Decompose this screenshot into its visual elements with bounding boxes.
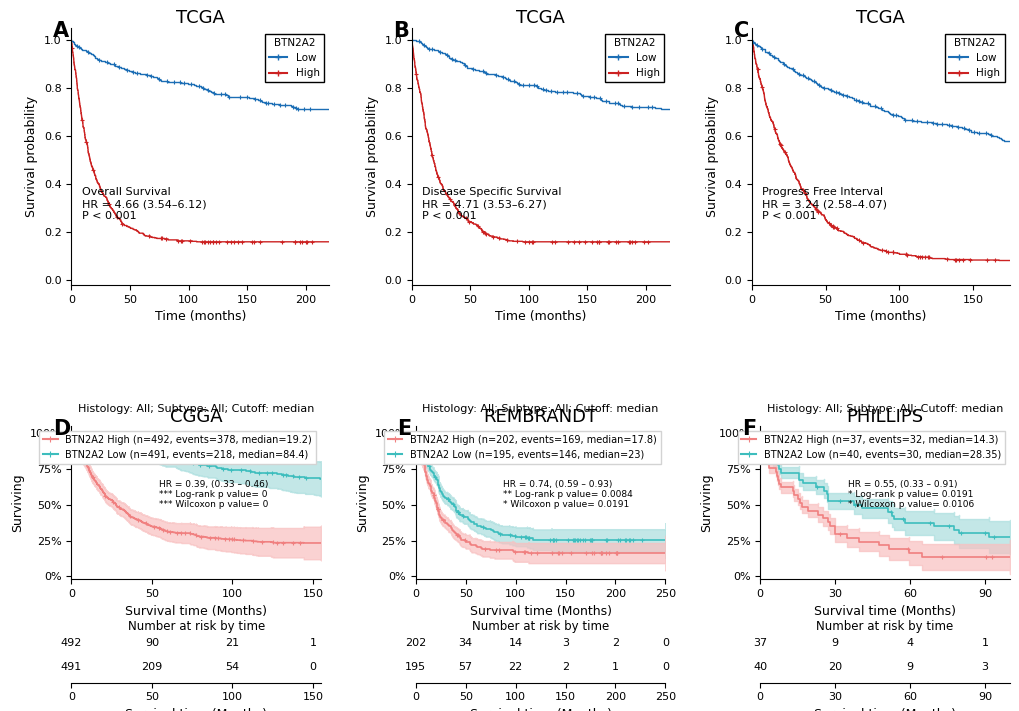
Title: TCGA: TCGA <box>175 9 224 27</box>
Text: 57: 57 <box>459 662 473 672</box>
X-axis label: Time (months): Time (months) <box>494 310 586 324</box>
Text: E: E <box>397 419 412 439</box>
Y-axis label: Survival probability: Survival probability <box>366 96 378 218</box>
Text: Histology: All; Subtype: All; Cutoff: median: Histology: All; Subtype: All; Cutoff: me… <box>766 404 1003 414</box>
X-axis label: Survival time (Months): Survival time (Months) <box>125 604 267 618</box>
Text: 34: 34 <box>459 638 473 648</box>
Y-axis label: Surviving: Surviving <box>356 474 369 532</box>
Text: C: C <box>733 21 748 41</box>
Title: Number at risk by time: Number at risk by time <box>127 621 265 634</box>
X-axis label: Survival time (Months): Survival time (Months) <box>813 604 955 618</box>
Text: 9: 9 <box>830 638 838 648</box>
Text: 1: 1 <box>980 638 987 648</box>
Text: Histology: All; Subtype: All; Cutoff: median: Histology: All; Subtype: All; Cutoff: me… <box>77 404 314 414</box>
Text: 40: 40 <box>752 662 766 672</box>
Text: 195: 195 <box>405 662 426 672</box>
Title: Number at risk by time: Number at risk by time <box>815 621 953 634</box>
Legend: BTN2A2 High (n=37, events=32, median=14.3), BTN2A2 Low (n=40, events=30, median=: BTN2A2 High (n=37, events=32, median=14.… <box>737 431 1004 464</box>
Y-axis label: Surviving: Surviving <box>700 474 712 532</box>
Text: 4: 4 <box>906 638 913 648</box>
Text: 14: 14 <box>508 638 522 648</box>
Text: 21: 21 <box>225 638 239 648</box>
Title: Number at risk by time: Number at risk by time <box>472 621 608 634</box>
Text: B: B <box>393 21 409 41</box>
Legend: Low, High: Low, High <box>264 33 324 82</box>
Text: 9: 9 <box>906 662 913 672</box>
X-axis label: Time (months): Time (months) <box>155 310 246 324</box>
X-axis label: Survival time (Months): Survival time (Months) <box>469 708 611 711</box>
Text: HR = 0.55, (0.33 – 0.91)
* Log-rank p value= 0.0191
* Wilcoxon p value= 0.0106: HR = 0.55, (0.33 – 0.91) * Log-rank p va… <box>847 480 973 510</box>
Title: CGGA: CGGA <box>170 408 222 426</box>
Text: 37: 37 <box>752 638 766 648</box>
Text: 491: 491 <box>61 662 82 672</box>
Text: Progress Free Interval
HR = 3.24 (2.58–4.07)
P < 0.001: Progress Free Interval HR = 3.24 (2.58–4… <box>761 188 887 220</box>
Title: REMBRANDT: REMBRANDT <box>483 408 597 426</box>
Text: 202: 202 <box>405 638 426 648</box>
Text: A: A <box>53 21 69 41</box>
Text: 0: 0 <box>661 662 668 672</box>
Title: TCGA: TCGA <box>856 9 905 27</box>
Text: 3: 3 <box>561 638 569 648</box>
Text: 20: 20 <box>827 662 842 672</box>
Text: 492: 492 <box>61 638 82 648</box>
Title: TCGA: TCGA <box>516 9 565 27</box>
Y-axis label: Surviving: Surviving <box>11 474 24 532</box>
Text: F: F <box>741 419 755 439</box>
Text: HR = 0.74, (0.59 – 0.93)
** Log-rank p value= 0.0084
* Wilcoxon p value= 0.0191: HR = 0.74, (0.59 – 0.93) ** Log-rank p v… <box>502 480 633 510</box>
Text: D: D <box>53 419 70 439</box>
Text: 22: 22 <box>508 662 523 672</box>
Legend: BTN2A2 High (n=492, events=378, median=19.2), BTN2A2 Low (n=491, events=218, med: BTN2A2 High (n=492, events=378, median=1… <box>39 431 316 464</box>
Text: 54: 54 <box>225 662 239 672</box>
Legend: BTN2A2 High (n=202, events=169, median=17.8), BTN2A2 Low (n=195, events=146, med: BTN2A2 High (n=202, events=169, median=1… <box>383 431 660 464</box>
X-axis label: Survival time (Months): Survival time (Months) <box>469 604 611 618</box>
X-axis label: Time (months): Time (months) <box>835 310 925 324</box>
X-axis label: Survival time (Months): Survival time (Months) <box>813 708 955 711</box>
Text: 90: 90 <box>145 638 159 648</box>
Text: 1: 1 <box>309 638 316 648</box>
Text: 3: 3 <box>980 662 987 672</box>
Text: 2: 2 <box>561 662 569 672</box>
Text: 0: 0 <box>309 662 316 672</box>
Text: 2: 2 <box>611 638 619 648</box>
Text: HR = 0.39, (0.33 – 0.46)
*** Log-rank p value= 0
*** Wilcoxon p value= 0: HR = 0.39, (0.33 – 0.46) *** Log-rank p … <box>159 480 268 510</box>
Title: PHILLIPS: PHILLIPS <box>846 408 922 426</box>
X-axis label: Survival time (Months): Survival time (Months) <box>125 708 267 711</box>
Text: Disease Specific Survival
HR = 4.71 (3.53–6.27)
P < 0.001: Disease Specific Survival HR = 4.71 (3.5… <box>422 188 561 220</box>
Text: 209: 209 <box>142 662 162 672</box>
Text: 0: 0 <box>661 638 668 648</box>
Legend: Low, High: Low, High <box>604 33 663 82</box>
Text: Overall Survival
HR = 4.66 (3.54–6.12)
P < 0.001: Overall Survival HR = 4.66 (3.54–6.12) P… <box>82 188 206 220</box>
Y-axis label: Survival probability: Survival probability <box>705 96 718 218</box>
Text: 1: 1 <box>611 662 619 672</box>
Legend: Low, High: Low, High <box>945 33 1004 82</box>
Text: Histology: All; Subtype: All; Cutoff: median: Histology: All; Subtype: All; Cutoff: me… <box>422 404 658 414</box>
Y-axis label: Survival probability: Survival probability <box>25 96 39 218</box>
